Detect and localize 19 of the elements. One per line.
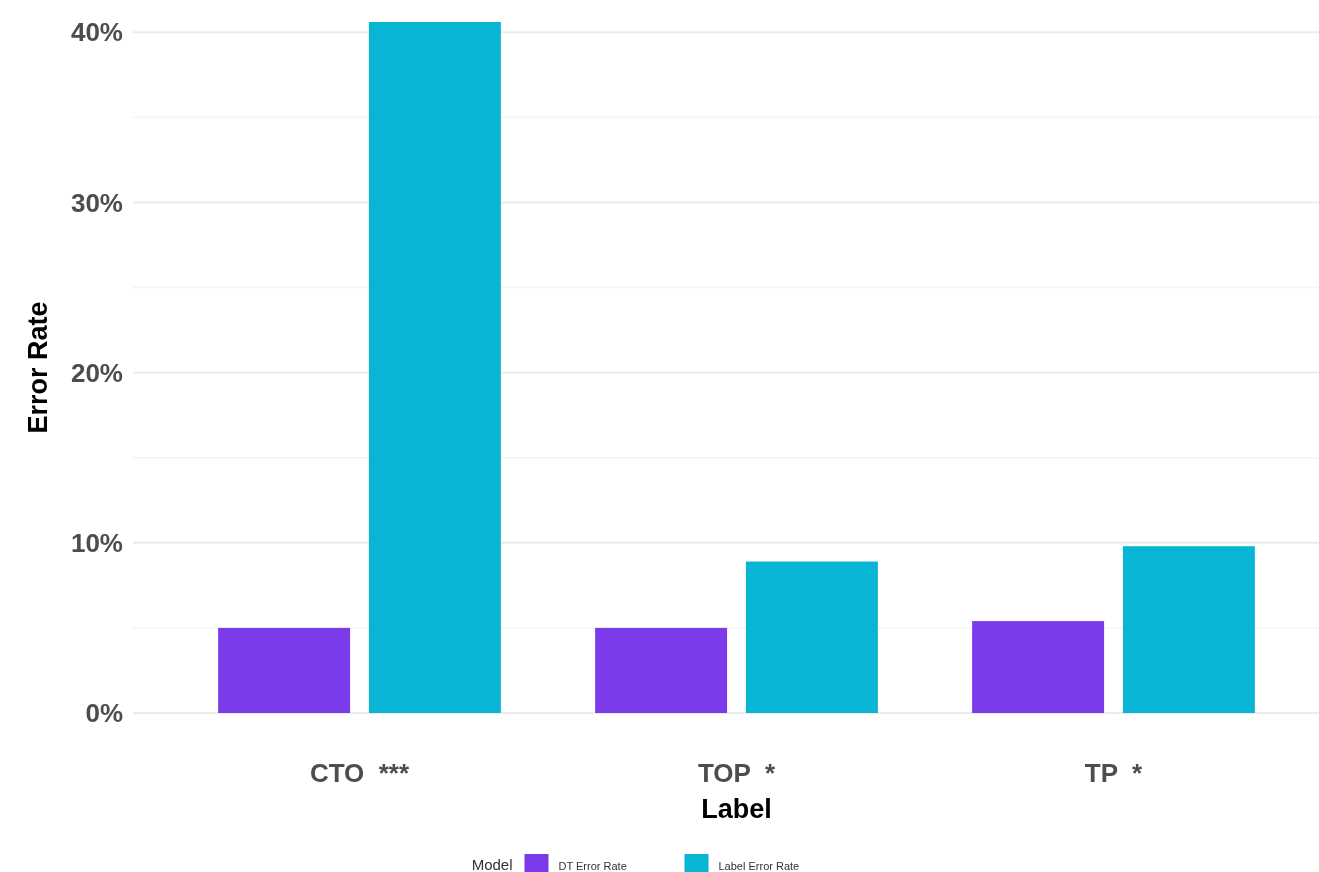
legend-label: Label Error Rate — [718, 860, 800, 872]
bar — [745, 561, 878, 713]
bar — [368, 22, 501, 713]
x-axis-title: Label — [701, 794, 772, 824]
x-tick-label: TP * — [1084, 758, 1144, 788]
y-tick-label: 20% — [70, 357, 123, 388]
y-tick-label: 40% — [70, 17, 123, 48]
y-tick-label: 30% — [70, 187, 123, 218]
x-tick-label: TOP * — [697, 758, 776, 788]
y-tick-label: 10% — [70, 527, 123, 558]
x-tick-label: CTO *** — [309, 758, 410, 788]
legend-title: Model — [471, 856, 513, 872]
legend-label: DT Error Rate — [558, 860, 627, 872]
bar — [972, 621, 1105, 713]
y-axis-title: Error Rate — [23, 301, 53, 434]
bar — [218, 627, 351, 713]
y-tick-label: 0% — [85, 698, 123, 729]
bar — [1122, 546, 1255, 713]
bar — [595, 627, 728, 713]
